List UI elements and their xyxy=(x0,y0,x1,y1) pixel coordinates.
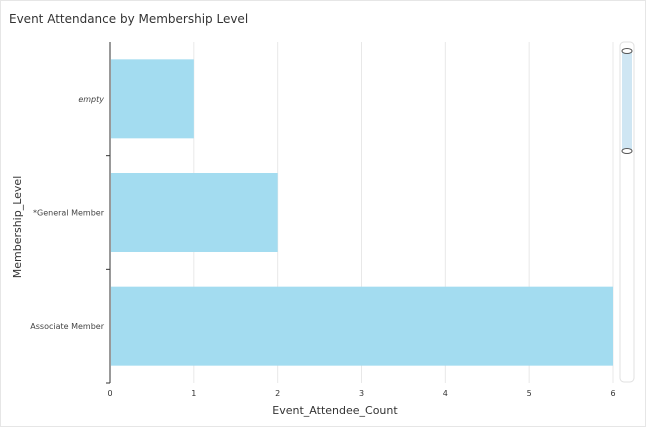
x-tick-label: 0 xyxy=(107,389,112,398)
range-scrollbar[interactable] xyxy=(619,41,635,383)
scrollbar-handle-top[interactable] xyxy=(621,48,633,54)
x-tick-label: 3 xyxy=(359,389,364,398)
scrollbar-thumb[interactable] xyxy=(622,51,632,151)
y-category-label: *General Member xyxy=(33,209,105,218)
y-category-labels: empty *General Member Associate Member xyxy=(30,95,104,331)
x-tick-label: 6 xyxy=(610,389,615,398)
x-tick-label: 2 xyxy=(275,389,280,398)
x-tick-labels: 0 1 2 3 4 5 6 xyxy=(107,389,615,398)
scrollbar-handle-bottom[interactable] xyxy=(621,148,633,154)
x-axis-title: Event_Attendee_Count xyxy=(272,404,398,417)
x-tick-label: 1 xyxy=(191,389,196,398)
bar[interactable] xyxy=(111,286,613,366)
axes xyxy=(106,42,111,384)
y-category-label: Associate Member xyxy=(30,322,104,331)
x-tick-label: 5 xyxy=(527,389,532,398)
y-axis-title: Membership_Level xyxy=(11,176,24,279)
bar[interactable] xyxy=(111,59,194,139)
bars xyxy=(111,59,613,366)
y-category-label: empty xyxy=(78,95,104,104)
bar[interactable] xyxy=(111,173,278,252)
chart-title: Event Attendance by Membership Level xyxy=(9,12,249,26)
x-tick-label: 4 xyxy=(443,389,448,398)
